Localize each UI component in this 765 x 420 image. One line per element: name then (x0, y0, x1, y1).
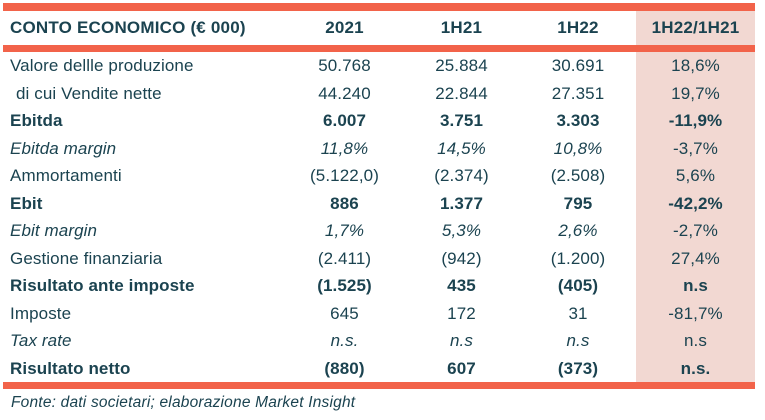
row-label: Tax rate (10, 331, 72, 350)
value-1h21: 14,5% (437, 138, 486, 158)
table-row: Tax rate n.s. n.s n.s n.s (3, 327, 755, 355)
row-label: Ebit margin (10, 221, 98, 240)
row-label: Gestione finanziaria (10, 248, 163, 268)
value-2021: (5.122,0) (310, 166, 379, 185)
value-1h21: (2.374) (434, 166, 489, 185)
value-1h22: 31 (568, 303, 588, 323)
value-ratio: 19,7% (636, 79, 755, 107)
value-ratio: -2,7% (636, 217, 755, 245)
value-1h21: (942) (441, 248, 482, 268)
value-ratio: 27,4% (636, 244, 755, 272)
table-row: Risultato netto (880) 607 (373) n.s. (3, 354, 755, 382)
value-ratio: n.s. (636, 354, 755, 382)
value-ratio: 5,6% (636, 162, 755, 190)
row-label: Risultato ante imposte (10, 276, 195, 295)
value-1h22: n.s (566, 331, 590, 350)
value-2021: 6.007 (322, 111, 367, 130)
table-title: CONTO ECONOMICO (€ 000) (10, 18, 246, 37)
value-1h22: (373) (557, 358, 599, 378)
table-row: Valore dellle produzione 50.768 25.884 3… (3, 52, 755, 80)
value-2021: 44.240 (318, 83, 371, 103)
row-label: Ebit (10, 193, 43, 213)
column-header-2021: 2021 (325, 18, 364, 37)
value-2021: n.s. (330, 331, 359, 350)
value-ratio: n.s (636, 272, 755, 300)
value-ratio: -81,7% (636, 299, 755, 327)
value-1h22: 795 (563, 193, 593, 213)
value-1h21: 25.884 (435, 56, 488, 75)
row-label: di cui Vendite nette (16, 83, 162, 103)
row-label: Imposte (10, 303, 72, 323)
table-row: Ammortamenti (5.122,0) (2.374) (2.508) 5… (3, 162, 755, 190)
income-statement-table: CONTO ECONOMICO (€ 000) 2021 1H21 1H22 1… (3, 0, 755, 412)
table-row: di cui Vendite nette 44.240 22.844 27.35… (3, 79, 755, 107)
value-1h21: 435 (447, 276, 476, 295)
table-row: Imposte 645 172 31 -81,7% (3, 299, 755, 327)
value-2021: (2.411) (317, 248, 372, 268)
table-row: Ebitda margin 11,8% 14,5% 10,8% -3,7% (3, 134, 755, 162)
top-divider (3, 3, 755, 11)
value-ratio: -3,7% (636, 134, 755, 162)
source-note: Fonte: dati societari; elaborazione Mark… (11, 394, 356, 411)
table-row: Gestione finanziaria (2.411) (942) (1.20… (3, 244, 755, 272)
row-label: Ammortamenti (10, 166, 122, 185)
value-ratio: n.s (636, 327, 755, 355)
value-1h22: (2.508) (550, 166, 606, 185)
table-row: Ebit margin 1,7% 5,3% 2,6% -2,7% (3, 217, 755, 245)
table-header-row: CONTO ECONOMICO (€ 000) 2021 1H21 1H22 1… (3, 11, 755, 45)
value-1h21: 22.844 (435, 83, 488, 103)
value-1h21: n.s (450, 331, 473, 350)
value-1h21: 5,3% (441, 221, 482, 240)
value-ratio: -11,9% (636, 107, 755, 135)
row-label: Ebitda margin (10, 138, 117, 158)
value-1h21: 1.377 (439, 193, 484, 213)
value-ratio: -42,2% (636, 189, 755, 217)
value-2021: (1.525) (317, 276, 372, 295)
value-2021: 886 (330, 193, 359, 213)
value-ratio: 18,6% (636, 52, 755, 80)
row-label: Valore dellle produzione (10, 56, 194, 75)
value-2021: 645 (330, 303, 359, 323)
value-1h21: 607 (447, 358, 476, 378)
column-header-1h22-1h21: 1H22/1H21 (636, 11, 755, 45)
value-2021: 1,7% (324, 221, 365, 240)
value-1h22: 3.303 (556, 111, 600, 130)
column-header-1h22: 1H22 (557, 18, 599, 37)
value-2021: 11,8% (320, 138, 369, 158)
row-label: Risultato netto (10, 358, 131, 378)
row-label: Ebitda (10, 111, 63, 130)
table-row: Risultato ante imposte (1.525) 435 (405)… (3, 272, 755, 300)
value-1h21: 3.751 (439, 111, 484, 130)
value-2021: (880) (324, 358, 365, 378)
table-row: Ebit 886 1.377 795 -42,2% (3, 189, 755, 217)
value-1h22: 30.691 (551, 56, 605, 75)
bottom-divider (3, 382, 755, 389)
table-row: Ebitda 6.007 3.751 3.303 -11,9% (3, 107, 755, 135)
value-1h22: (1.200) (550, 248, 606, 268)
value-1h22: 27.351 (551, 83, 605, 103)
value-1h22: (405) (557, 276, 599, 295)
value-1h22: 10,8% (553, 138, 603, 158)
header-divider (3, 45, 755, 52)
value-1h21: 172 (447, 303, 476, 323)
value-1h22: 2,6% (558, 221, 598, 240)
column-header-1h21: 1H21 (440, 18, 483, 37)
value-2021: 50.768 (318, 56, 371, 75)
